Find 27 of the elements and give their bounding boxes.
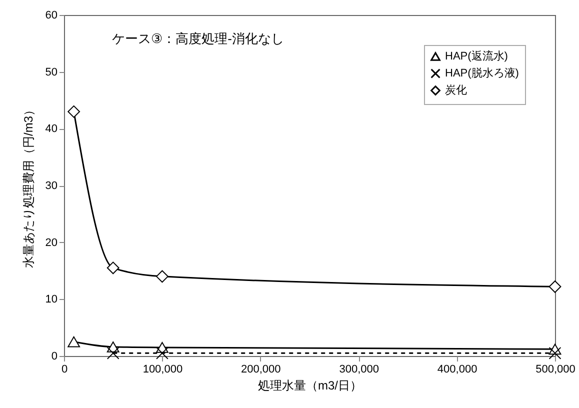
point [548,280,562,293]
y-tick-label: 50 [45,66,58,78]
x-tick-label: 200,000 [241,364,281,376]
point [156,346,168,360]
point [106,262,120,274]
point [68,336,80,348]
y-tick-label: 30 [45,180,58,192]
y-tick-label: 40 [45,123,58,136]
y-axis-title: 水量あたり処理費用（円/m3） [21,104,36,268]
y-tick-label: 60 [45,10,58,22]
x-tick-label: 100,000 [142,364,183,376]
legend-label: HAP(脱水ろ液) [445,66,519,80]
point [548,346,562,360]
y-tick-label: 20 [45,236,58,249]
x-tick-label: 400,000 [437,364,478,376]
legend-label: 炭化 [445,84,467,96]
x-tick-label: 300,000 [339,364,379,376]
point [156,270,168,283]
x-tick-label: 0 [61,364,68,376]
point [106,346,120,360]
annotation: ケース③：高度処理-消化なし [112,31,284,46]
y-tick-label: 0 [51,350,58,362]
x-tick-label: 500,000 [536,364,576,376]
point [68,105,80,118]
x-axis-title: 処理水量（m3/日） [258,378,362,392]
y-tick-label: 10 [45,294,58,306]
legend-label: HAP(返流水) [445,50,508,62]
